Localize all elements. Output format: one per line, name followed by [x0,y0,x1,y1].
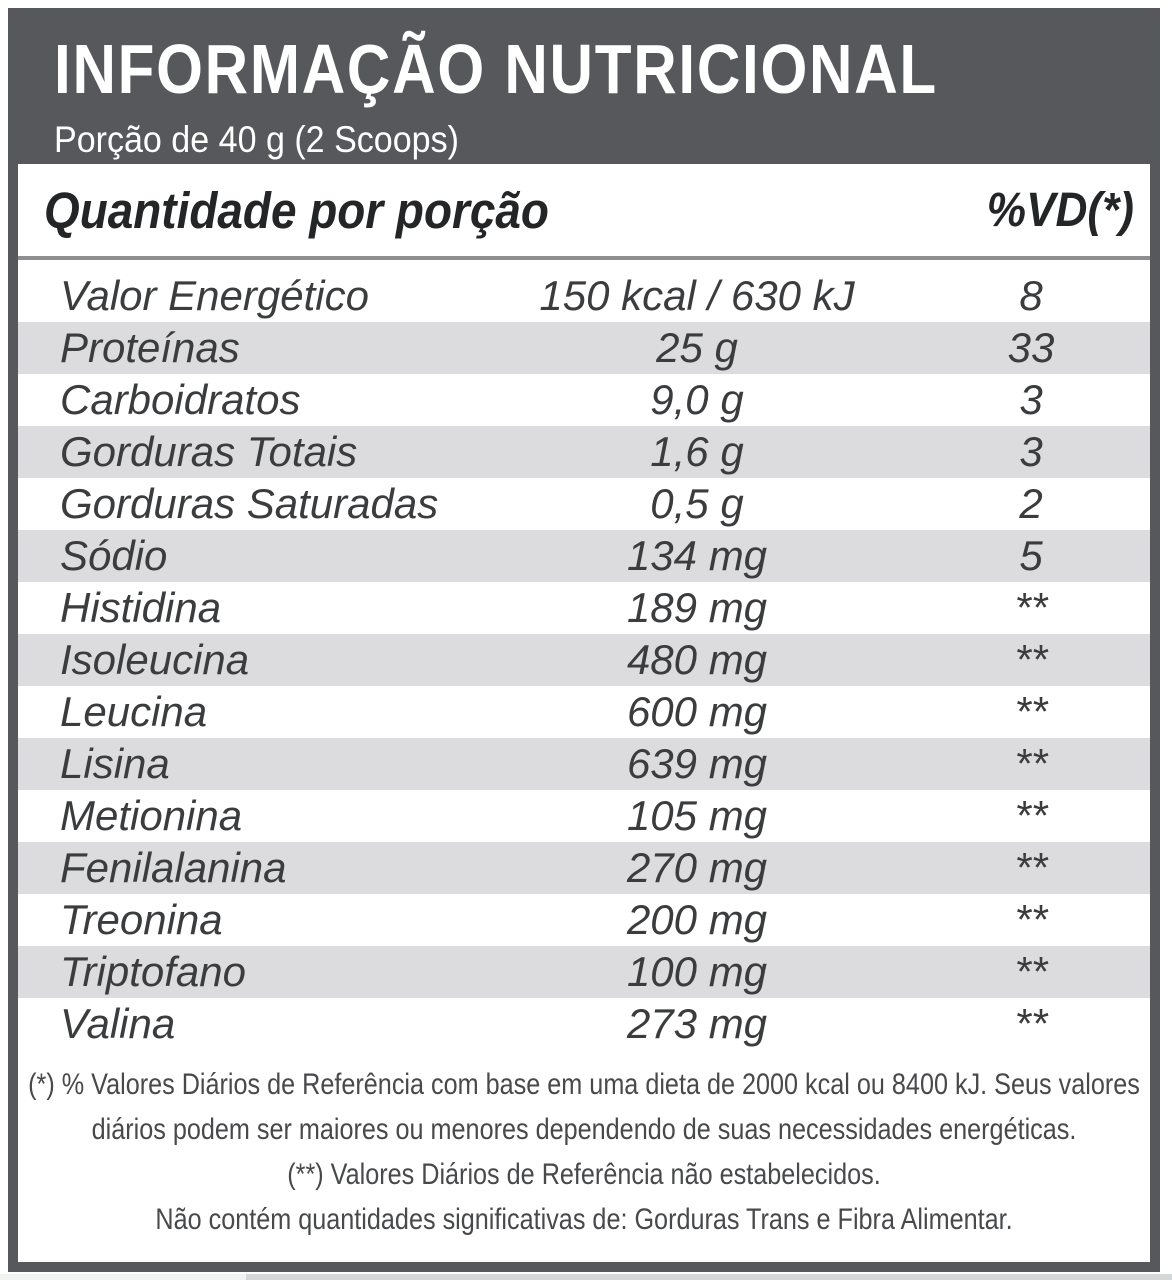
nutrient-dv: ** [1014,740,1048,787]
nutrient-amount: 25 g [656,324,738,371]
nutrient-name: Histidina [60,584,222,631]
label-header: INFORMAÇÃO NUTRICIONAL Porção de 40 g (2… [18,8,1150,164]
nutrient-name: Isoleucina [60,636,250,683]
nutrient-dv: ** [1014,584,1048,631]
nutrient-amount: 150 kcal / 630 kJ [539,272,855,319]
nutrient-dv: 3 [1019,428,1043,475]
nutrient-amount: 600 mg [626,688,768,735]
nutrient-name: Proteínas [60,324,240,371]
nutrient-dv: 5 [1019,532,1043,579]
table-row: Fenilalanina 270 mg ** [18,842,1150,894]
footnote-daily-values: (*) % Valores Diários de Referência com … [28,1068,1140,1146]
nutrient-amount: 105 mg [626,792,768,839]
footnote-no-significant-amounts: Não contém quantidades significativas de… [155,1203,1013,1236]
nutrient-dv: ** [1014,948,1048,995]
label-title: INFORMAÇÃO NUTRICIONAL [54,30,938,108]
table-row: Gorduras Totais 1,6 g 3 [18,426,1150,478]
bottom-scrollbar-track[interactable] [246,1274,1172,1280]
nutrient-name: Fenilalanina [60,844,287,891]
table-row: Lisina 639 mg ** [18,738,1150,790]
nutrient-amount: 100 mg [626,948,768,995]
nutrient-dv: ** [1014,792,1048,839]
nutrient-dv: ** [1014,1000,1048,1047]
nutrition-label: INFORMAÇÃO NUTRICIONAL Porção de 40 g (2… [8,8,1160,1272]
table-row: Carboidratos 9,0 g 3 [18,374,1150,426]
bottom-scrollbar-thumb[interactable] [0,1274,246,1280]
nutrient-dv: ** [1014,844,1048,891]
table-row: Gorduras Saturadas 0,5 g 2 [18,478,1150,530]
table-row: Valina 273 mg ** [18,998,1150,1050]
table-row: Leucina 600 mg ** [18,686,1150,738]
table-row: Treonina 200 mg ** [18,894,1150,946]
nutrient-name: Leucina [60,688,208,735]
nutrient-amount: 200 mg [626,896,768,943]
nutrient-amount: 134 mg [626,532,768,579]
table-row: Metionina 105 mg ** [18,790,1150,842]
footnote-not-established: (**) Valores Diários de Referência não e… [287,1158,881,1191]
nutrient-name: Valina [60,1000,176,1047]
nutrient-amount: 270 mg [626,844,768,891]
nutrient-name: Metionina [60,792,243,839]
nutrient-name: Gorduras Totais [60,428,358,475]
table-row: Proteínas 25 g 33 [18,322,1150,374]
table-row: Triptofano 100 mg ** [18,946,1150,998]
nutrient-name: Sódio [60,532,168,579]
nutrient-amount: 0,5 g [650,480,744,527]
serving-size: Porção de 40 g (2 Scoops) [54,119,459,160]
nutrient-dv: ** [1014,688,1048,735]
table-row: Sódio 134 mg 5 [18,530,1150,582]
nutrient-amount: 9,0 g [650,376,744,423]
column-header-row: Quantidade por porção %VD(*) [18,164,1150,256]
nutrient-name: Valor Energético [60,272,369,319]
nutrient-name: Treonina [60,896,223,943]
nutrient-amount: 480 mg [626,636,768,683]
nutrient-amount: 273 mg [626,1000,768,1047]
nutrient-amount: 639 mg [626,740,768,787]
nutrient-dv: 2 [1019,480,1043,527]
nutrient-dv: 3 [1019,376,1043,423]
nutrient-name: Carboidratos [60,376,301,423]
header-separator [18,256,1150,260]
table-row: Isoleucina 480 mg ** [18,634,1150,686]
nutrient-amount: 1,6 g [650,428,744,475]
nutrient-name: Lisina [60,740,170,787]
dv-column-header: %VD(*) [986,183,1134,237]
nutrient-dv: 33 [1007,324,1055,371]
nutrient-name: Triptofano [60,948,246,995]
nutrient-dv: ** [1014,636,1048,683]
amount-column-header: Quantidade por porção [44,181,549,239]
nutrient-dv: 8 [1019,272,1043,319]
nutrient-amount: 189 mg [626,584,768,631]
nutrient-table: Valor Energético 150 kcal / 630 kJ 8 Pro… [18,260,1150,1050]
table-row: Histidina 189 mg ** [18,582,1150,634]
nutrient-name: Gorduras Saturadas [60,480,439,527]
table-row: Valor Energético 150 kcal / 630 kJ 8 [18,270,1150,322]
nutrient-dv: ** [1014,896,1048,943]
footnotes: (*) % Valores Diários de Referência com … [21,1062,1147,1242]
